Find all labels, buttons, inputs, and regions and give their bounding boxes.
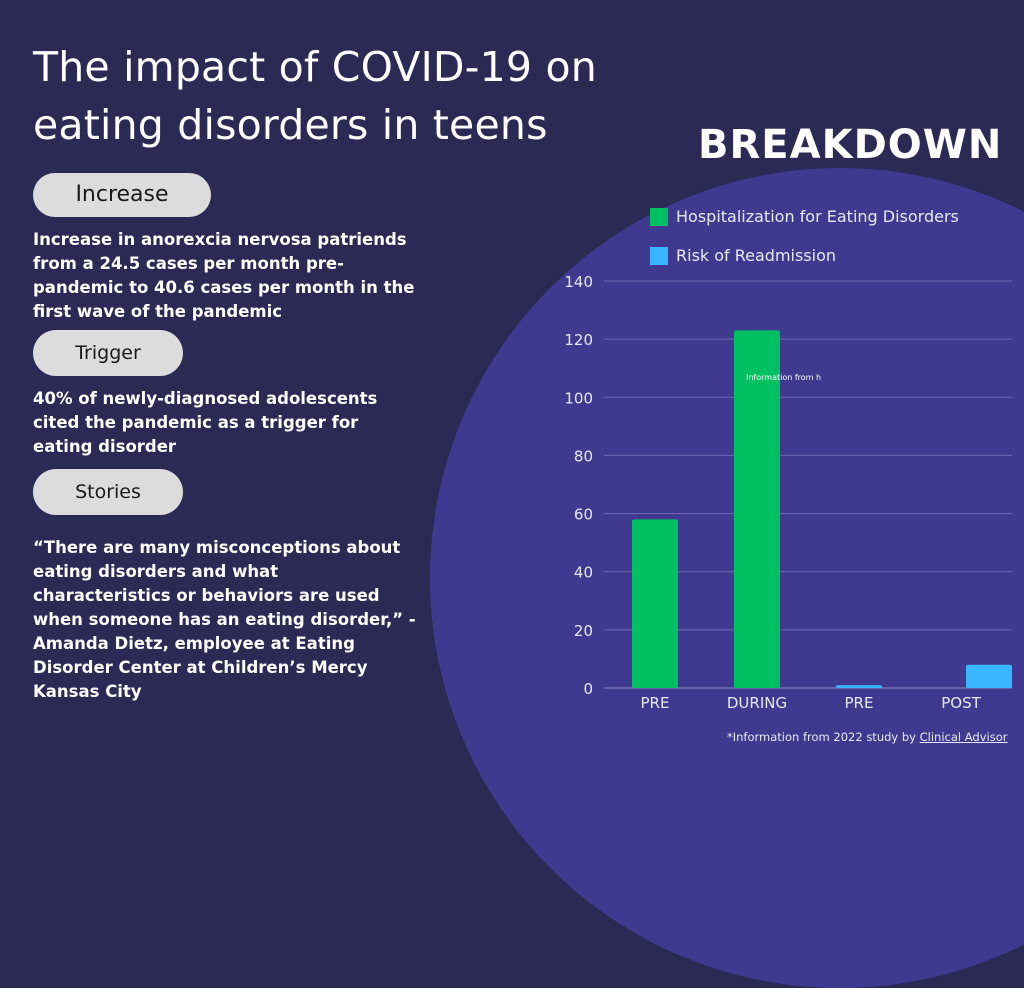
y-tick-label: 100 [564,389,593,407]
stories-quote: “There are many misconceptions about eat… [33,538,416,701]
trigger-pill: Trigger [33,330,183,376]
increase-text: Increase in anorexcia nervosa patriends … [33,230,415,321]
y-tick-label: 120 [564,331,593,349]
x-tick-label: PRE [641,694,670,712]
x-tick-label: PRE [845,694,874,712]
footnote: *Information from 2022 study by Clinical… [727,730,1017,744]
footnote-text: *Information from 2022 study by [727,730,920,744]
x-tick-label: POST [941,694,981,712]
y-tick-label: 20 [574,622,593,640]
y-tick-label: 140 [564,273,593,291]
y-tick-label: 80 [574,447,593,465]
bar-during-1 [734,330,780,688]
bar-pre-0 [632,519,678,688]
legend-label-readmission: Risk of Readmission [676,246,837,265]
page-title: The impact of COVID-19 on eating disorde… [33,43,597,149]
legend-hospitalization: Hospitalization for Eating Disorders [650,207,959,226]
legend-swatch-readmission [650,246,668,265]
clinical-advisor-link[interactable]: Clinical Advisor [919,730,1008,744]
y-tick-label: 40 [574,564,593,582]
bar-post-3 [966,664,1012,688]
x-tick-label: DURING [727,694,787,712]
y-tick-label: 0 [583,680,593,698]
stories-pill: Stories [33,469,183,515]
legend-readmission: Risk of Readmission [650,246,836,265]
bar-chart: 0 20 40 60 80 100 120 140 PRE DURING PRE POST [564,273,1012,712]
legend-swatch-hospitalization [650,207,668,226]
y-tick-label: 60 [574,506,593,524]
legend-label-hospitalization: Hospitalization for Eating Disorders [676,207,959,226]
chart-annotation: Information from h [746,373,822,382]
increase-pill: Increase [33,173,211,217]
bar-pre-2 [836,685,882,688]
breakdown-heading: BREAKDOWN [698,122,1003,168]
trigger-text: 40% of newly-diagnosed adolescents cited… [33,389,378,456]
